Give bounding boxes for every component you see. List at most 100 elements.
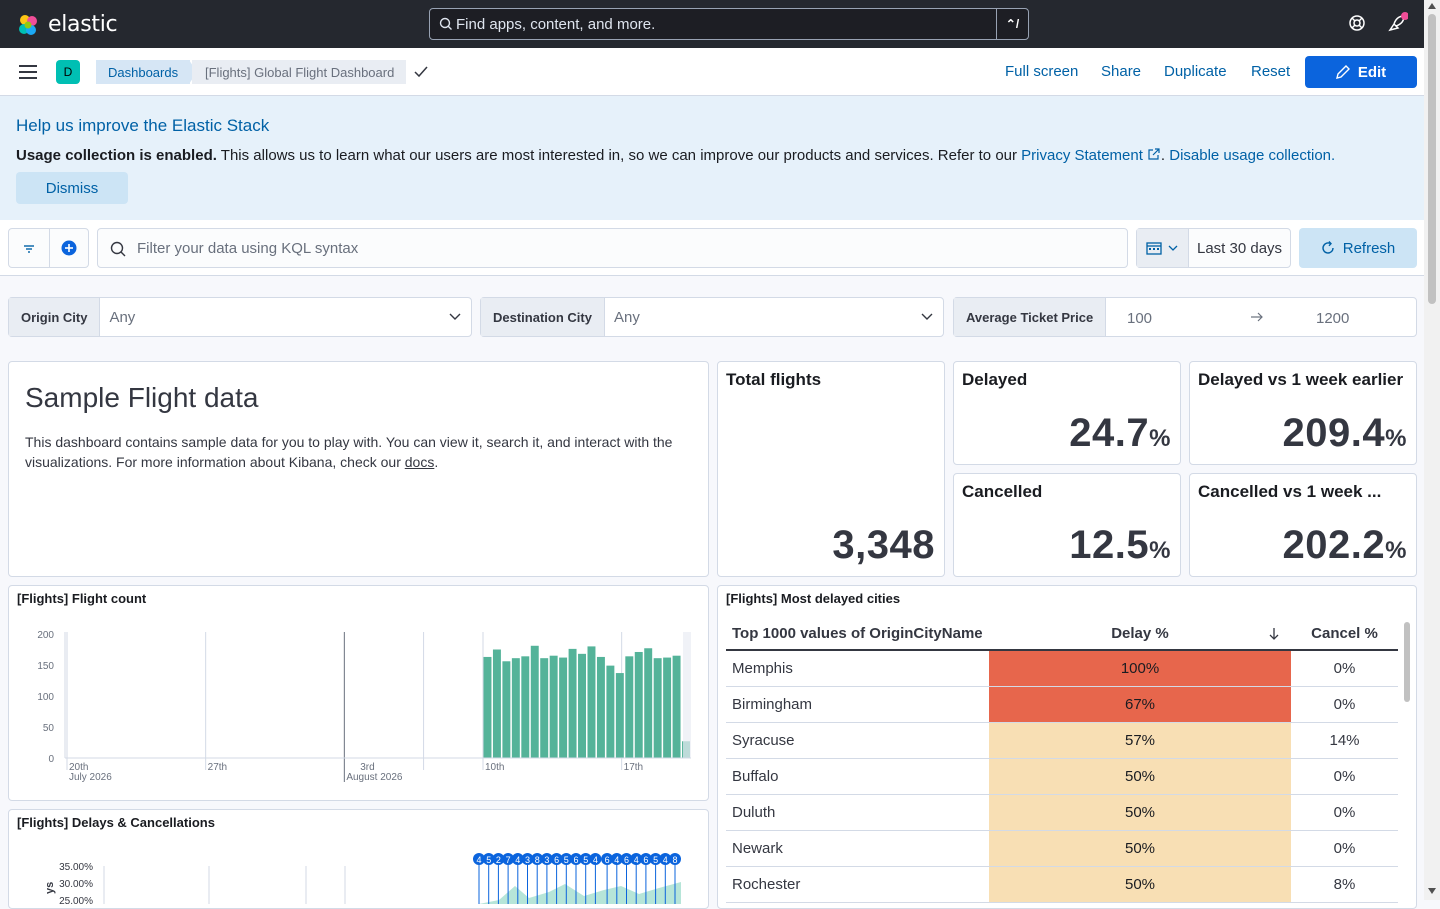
dismiss-button[interactable]: Dismiss [16,172,128,204]
breadcrumb-dashboards[interactable]: Dashboards [96,60,191,84]
kql-input[interactable] [98,239,1098,257]
annotation-count: 6 [573,855,578,865]
duplicate-button[interactable]: Duplicate [1164,63,1227,80]
table-row[interactable]: Newark 50% 0% [726,830,1398,867]
x-tick-label: 20th [69,762,88,773]
y-tick-label: 50 [43,723,55,734]
table-row[interactable]: Memphis 100% 0% [726,650,1398,687]
total-flights-panel: Total flights 3,348 [717,361,945,577]
cell-cancel: 0% [1291,686,1398,723]
flight-count-chart[interactable]: 0 50 100 150 200 20th 27th 3rd 10th 17th July 2026… [9,610,708,800]
add-filter-icon[interactable] [61,240,77,256]
y-tick-label: 0 [48,754,54,765]
column-header-cancel[interactable]: Cancel % [1291,618,1398,651]
annotation-marker [669,853,681,865]
elastic-logo-icon [19,14,37,35]
delays-title: [Flights] Delays & Cancellations [17,815,215,830]
docs-link[interactable]: docs [404,454,435,470]
table-header-row: Top 1000 values of OriginCityName Delay … [726,618,1398,651]
scrollbar-thumb[interactable] [1428,14,1436,304]
callout-text: Usage collection is enabled. This allows… [16,147,1336,164]
delayed-value-wrap: 24.7% [1069,411,1171,456]
annotation-marker [659,853,672,865]
full-screen-button[interactable]: Full screen [1005,63,1079,80]
kql-search-field[interactable] [97,228,1128,268]
annotation-marker [521,853,534,865]
bar-aug-15 [530,645,539,758]
column-header-city[interactable]: Top 1000 values of OriginCityName [726,618,989,651]
quick-menu-button[interactable] [1137,229,1189,267]
callout-body: This allows us to learn what our users a… [216,147,1022,164]
cell-delay: 50% [989,866,1291,903]
table-row[interactable]: Rochester 50% 8% [726,866,1398,903]
flight-count-title: [Flights] Flight count [17,591,147,606]
global-search-input[interactable] [430,15,990,33]
table-scrollbar[interactable] [1404,622,1410,702]
cell-delay: 50% [989,758,1291,795]
disable-usage-link[interactable]: Disable usage collection. [1169,147,1336,164]
column-header-delay[interactable]: Delay % [989,618,1291,651]
privacy-statement-link[interactable]: Privacy Statement [1021,147,1143,164]
ticket-price-control[interactable]: Average Ticket Price 100 1200 [953,297,1417,337]
price-min-input[interactable]: 100 [1127,310,1153,327]
menu-icon[interactable] [19,65,37,79]
markdown-title: Sample Flight data [25,382,259,413]
news-feed-button[interactable] [1386,12,1409,39]
annotation-count: 5 [564,855,569,865]
global-search[interactable]: ⌃/ [429,8,1029,40]
filter-icon[interactable] [23,244,35,254]
y-tick-label: 150 [37,661,54,672]
cell-delay: 57% [989,722,1291,759]
sort-down-icon[interactable] [1269,628,1279,640]
cell-city: Memphis [726,650,989,687]
cell-cancel: 8% [1291,866,1398,903]
bar-aug-20 [578,653,586,758]
edit-button[interactable]: Edit [1305,56,1417,88]
annotation-marker [511,853,524,865]
table-row[interactable]: Buffalo 50% 0% [726,758,1398,795]
y-tick-label: 30.00% [59,879,93,890]
table-row[interactable]: Birmingham 67% 0% [726,686,1398,723]
price-max-input[interactable]: 1200 [1316,310,1350,327]
origin-city-control[interactable]: Origin City Any [8,297,472,337]
cell-city: Birmingham [726,686,989,723]
table-row[interactable]: Syracuse 57% 14% [726,722,1398,759]
query-bar: Last 30 days Refresh [0,220,1424,276]
bar-aug-26 [634,651,643,758]
bar-aug-23 [606,665,615,758]
bar-aug-21 [587,646,596,758]
annotation-marker [540,853,553,865]
reset-button[interactable]: Reset [1251,63,1291,80]
cell-delay: 67% [989,686,1291,723]
cell-cancel: 0% [1291,830,1398,867]
refresh-button[interactable]: Refresh [1299,228,1417,268]
page-scrollbar[interactable] [1424,0,1440,900]
divider [49,229,50,267]
space-avatar[interactable]: D [56,60,80,84]
x-tick-label: 27th [208,762,227,773]
check-icon[interactable] [414,66,428,78]
table-row[interactable]: Duluth 50% 0% [726,794,1398,831]
cancelled-value-wrap: 12.5% [1069,523,1171,568]
cancelled-week-panel: Cancelled vs 1 week ... 202.2% [1189,473,1417,577]
delayed-week-panel: Delayed vs 1 week earlier 209.4% [1189,361,1417,465]
bar-aug-17 [549,655,558,758]
help-icon[interactable] [1348,14,1366,32]
date-picker[interactable]: Last 30 days [1136,228,1291,268]
delays-chart[interactable]: 35.00%30.00%25.00%ys4 5 2 7 4 3 8 3 6 5 6 5 4 6 4 6 4 6 5 4… [9,834,708,904]
breadcrumb-current: [Flights] Global Flight Dashboard [192,60,407,84]
y-tick-label: 200 [37,630,54,641]
annotation-count: 6 [605,855,610,865]
share-button[interactable]: Share [1101,63,1142,80]
search-icon [439,17,452,30]
scroll-down-icon[interactable] [1428,888,1436,894]
scroll-up-icon[interactable] [1428,3,1436,9]
origin-city-value: Any [109,308,136,326]
percent-sign: % [1385,537,1407,564]
destination-city-control[interactable]: Destination City Any [480,297,944,337]
elastic-logo[interactable]: elastic [16,12,118,37]
total-flights-value: 3,348 [832,523,935,567]
flight-count-panel: [Flights] Flight count 0 50 100 150 200 20th 2… [8,585,709,801]
percent-sign: % [1385,425,1407,452]
cell-delay: 50% [989,830,1291,867]
